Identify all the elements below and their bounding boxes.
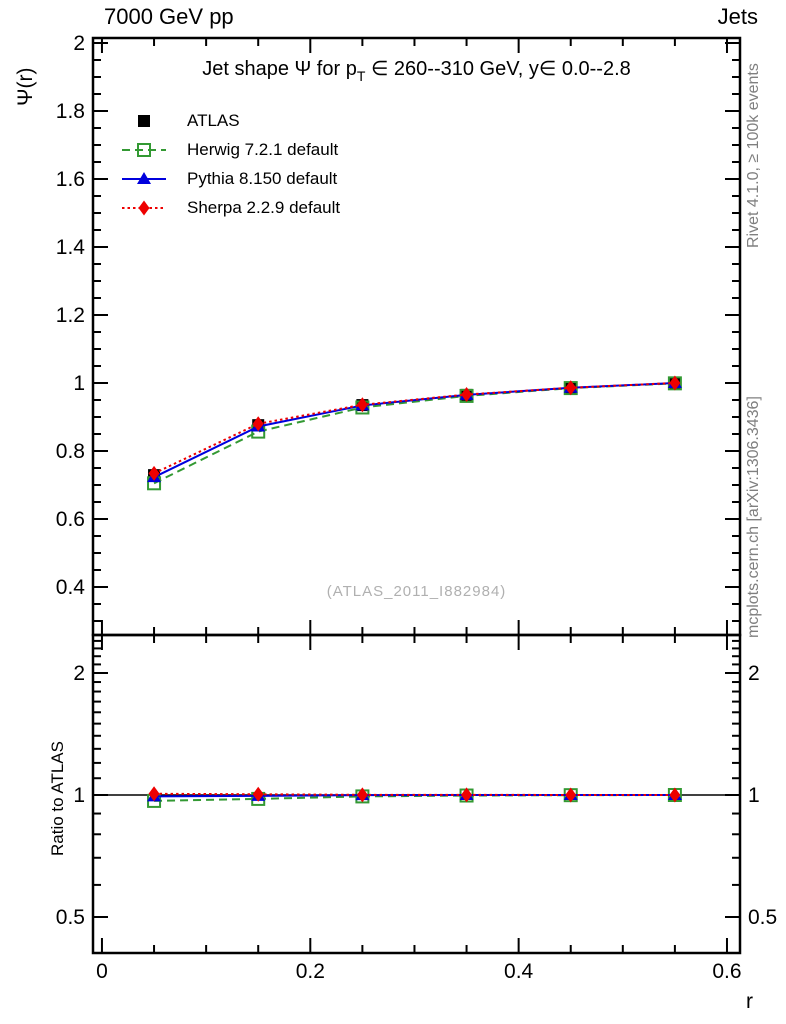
series-line [153,381,675,475]
plot-title: Jet shape Ψ for pT ∈ 260--310 GeV, y∈ 0.… [93,56,740,84]
legend-item-herwig: Herwig 7.2.1 default [121,135,340,164]
marker-diamond-icon [565,787,577,803]
series-ratio-sherpa [148,786,681,803]
marker-diamond-icon [461,387,473,403]
marker-diamond-icon [148,465,160,481]
y-axis-tick-label: 0.4 [56,576,86,599]
x-axis-tick-label: 0.4 [504,960,534,983]
ratio-tick-label-left: 2 [73,662,85,685]
series-main-atlas [148,376,681,482]
legend-marker-sample [138,114,150,127]
ratio-tick-label-right: 0.5 [748,906,777,929]
y-axis-tick-label: 1.8 [56,100,85,123]
legend-label: Pythia 8.150 default [187,168,338,188]
x-axis-tick-label: 0.2 [296,960,325,983]
legend-label: ATLAS [187,110,240,130]
plot-title-prefix: Jet shape Ψ for p [202,58,357,80]
ratio-tick-label-left: 0.5 [56,906,85,929]
legend-item-sherpa: Sherpa 2.2.9 default [121,193,340,222]
marker-diamond-icon [252,786,264,802]
axis-ticks [93,38,740,953]
marker-diamond-icon [669,375,681,391]
series-main-herwig [147,376,682,491]
mcplots-reference-caption: mcplots.cern.ch [arXiv:1306.3436] [745,396,762,638]
ratio-tick-label-right: 2 [748,662,760,685]
series-line [153,381,675,479]
marker-triangle-icon [137,171,151,184]
analysis-id-watermark: (ATLAS_2011_I882984) [326,583,507,600]
beam-energy-label: 7000 GeV pp [104,4,234,29]
y-axis-tick-label: 1.2 [56,304,85,327]
legend-item-atlas: ATLAS [121,106,340,135]
ratio-tick-label-right: 1 [748,784,760,807]
y-axis-tick-label: 1.6 [56,168,85,191]
legend-marker-sample [122,142,166,157]
x-axis-tick-label: 0 [96,960,108,983]
marker-diamond-icon [252,416,264,432]
marker-diamond-icon [461,787,473,803]
legend-label: Sherpa 2.2.9 default [187,197,341,217]
series-main-pythia [147,375,682,483]
legend-label: Herwig 7.2.1 default [187,139,339,159]
y-axis-tick-label: 0.6 [56,508,85,531]
legend-marker-sample [122,200,166,215]
marker-diamond-icon [148,786,160,802]
marker-diamond-icon [138,200,150,215]
y-axis-tick-label: 2 [73,32,85,55]
y-axis-tick-label: 0.8 [56,440,85,463]
y-axis-tick-label: 1.4 [56,236,86,259]
plot-title-subscript: T [356,68,366,84]
marker-square-filled-icon [138,114,150,127]
ratio-tick-label-left: 1 [73,784,85,807]
y-axis-title-main: Ψ(r) [14,67,37,106]
rivet-version-caption: Rivet 4.1.0, ≥ 100k events [745,63,762,248]
marker-square-open-icon [137,142,151,157]
marker-diamond-icon [669,787,681,803]
marker-diamond-icon [356,787,368,803]
legend-marker-sample [122,171,166,184]
series-ratio-herwig [147,787,682,808]
x-axis-tick-label: 0.6 [712,960,741,983]
series-main-sherpa [148,375,681,481]
series-line [153,382,675,485]
x-axis-title: r [746,990,753,1013]
marker-diamond-icon [356,397,368,413]
y-axis-tick-label: 1 [73,372,85,395]
legend-item-pythia: Pythia 8.150 default [121,164,340,193]
legend: ATLAS Herwig 7.2.1 default Pythia 8.150 de… [121,106,340,222]
series-line [154,792,675,796]
y-axis-title-ratio: Ratio to ATLAS [48,741,67,856]
plot-title-suffix: ∈ 260--310 GeV, y∈ 0.0--2.8 [365,58,631,80]
analysis-group-label: Jets [717,4,758,29]
marker-diamond-icon [565,380,577,396]
